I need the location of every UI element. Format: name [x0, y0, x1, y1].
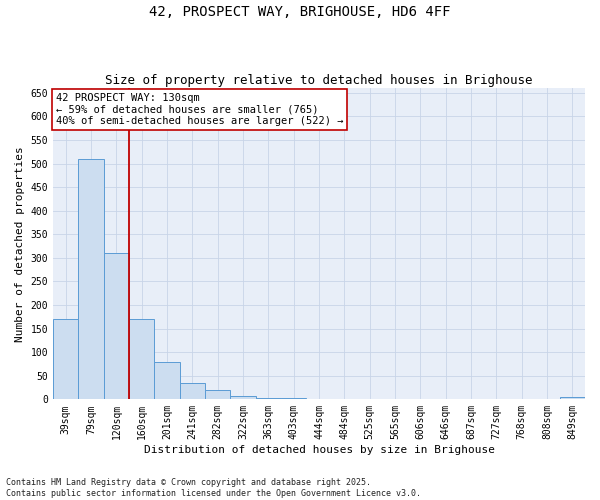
Text: 42 PROSPECT WAY: 130sqm
← 59% of detached houses are smaller (765)
40% of semi-d: 42 PROSPECT WAY: 130sqm ← 59% of detache…: [56, 93, 343, 126]
Bar: [53, 319, 79, 400]
Title: Size of property relative to detached houses in Brighouse: Size of property relative to detached ho…: [105, 74, 533, 87]
Bar: [281, 398, 307, 400]
Text: 42, PROSPECT WAY, BRIGHOUSE, HD6 4FF: 42, PROSPECT WAY, BRIGHOUSE, HD6 4FF: [149, 5, 451, 19]
Bar: [205, 390, 230, 400]
Bar: [154, 362, 179, 400]
Bar: [129, 319, 154, 400]
Bar: [230, 396, 256, 400]
Bar: [79, 159, 104, 400]
Text: Contains HM Land Registry data © Crown copyright and database right 2025.
Contai: Contains HM Land Registry data © Crown c…: [6, 478, 421, 498]
X-axis label: Distribution of detached houses by size in Brighouse: Distribution of detached houses by size …: [143, 445, 494, 455]
Y-axis label: Number of detached properties: Number of detached properties: [15, 146, 25, 342]
Bar: [256, 398, 281, 400]
Bar: [104, 253, 129, 400]
Bar: [560, 397, 585, 400]
Bar: [179, 383, 205, 400]
